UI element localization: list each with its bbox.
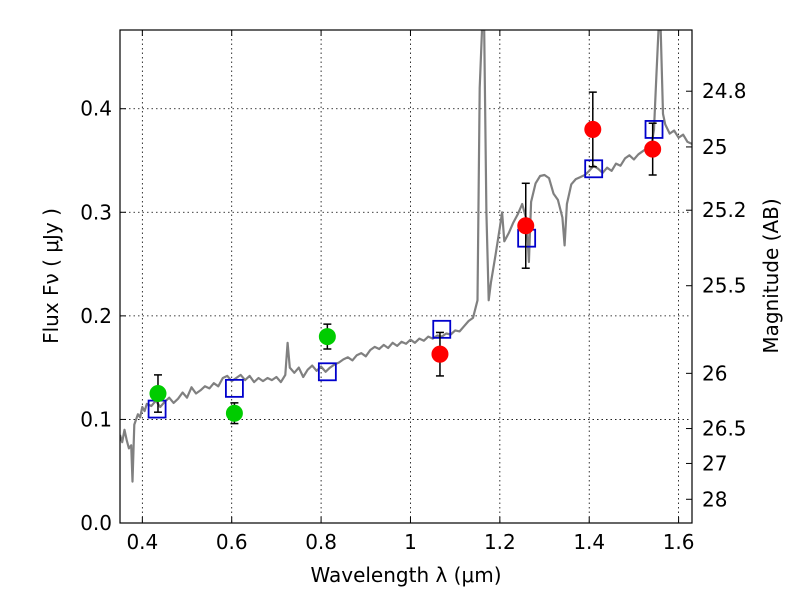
y-tick-label: 0.2 (80, 304, 112, 328)
y2-tick-label: 25.2 (702, 198, 747, 222)
model-photometry-square (644, 120, 664, 139)
y-axis-label: Flux Fν ( μJy ) (39, 208, 63, 344)
x-tick-label: 0.4 (126, 530, 158, 554)
observed-nir-point (431, 345, 449, 363)
x-axis-label: Wavelength λ (μm) (310, 563, 501, 587)
observed-nir-point (517, 217, 535, 235)
model-spectrum-line (120, 30, 692, 483)
y-tick-label: 0.0 (80, 511, 112, 535)
observed-optical-point (149, 385, 167, 403)
y2-tick-label: 26 (702, 361, 727, 385)
model-photometry-square (224, 378, 244, 398)
observed-optical-point (225, 404, 243, 422)
observed-nir-point (644, 140, 662, 158)
y-tick-label: 0.4 (80, 97, 112, 121)
y2-tick-label: 28 (702, 487, 727, 511)
y-tick-label: 0.1 (80, 407, 112, 431)
model-photometry-square (432, 319, 452, 339)
x-tick-label: 1.6 (663, 530, 695, 554)
model-photometry-square (317, 362, 337, 382)
y2-axis-label: Magnitude (AB) (759, 198, 783, 353)
x-tick-label: 0.6 (216, 530, 248, 554)
x-tick-label: 1.4 (573, 530, 605, 554)
ticks: 0.4 0.6 0.8 1 1.2 1.4 1.6 0.0 0.1 0.2 0.3 0.4 24.8 25… (80, 30, 747, 554)
plot-frame (119, 29, 693, 524)
x-tick-label: 1.2 (484, 530, 516, 554)
observed-nir-point (584, 120, 602, 138)
y2-tick-label: 27 (702, 451, 727, 475)
y2-tick-label: 26.5 (702, 417, 747, 441)
y2-tick-label: 25.5 (702, 274, 747, 298)
y-tick-label: 0.3 (80, 200, 112, 224)
model-photometry-square (584, 159, 604, 179)
y2-tick-label: 25 (702, 135, 727, 159)
plot-area (120, 30, 692, 483)
y2-tick-label: 24.8 (702, 79, 747, 103)
x-tick-label: 0.8 (305, 530, 337, 554)
x-tick-label: 1 (404, 530, 417, 554)
observed-optical-point (318, 328, 336, 346)
